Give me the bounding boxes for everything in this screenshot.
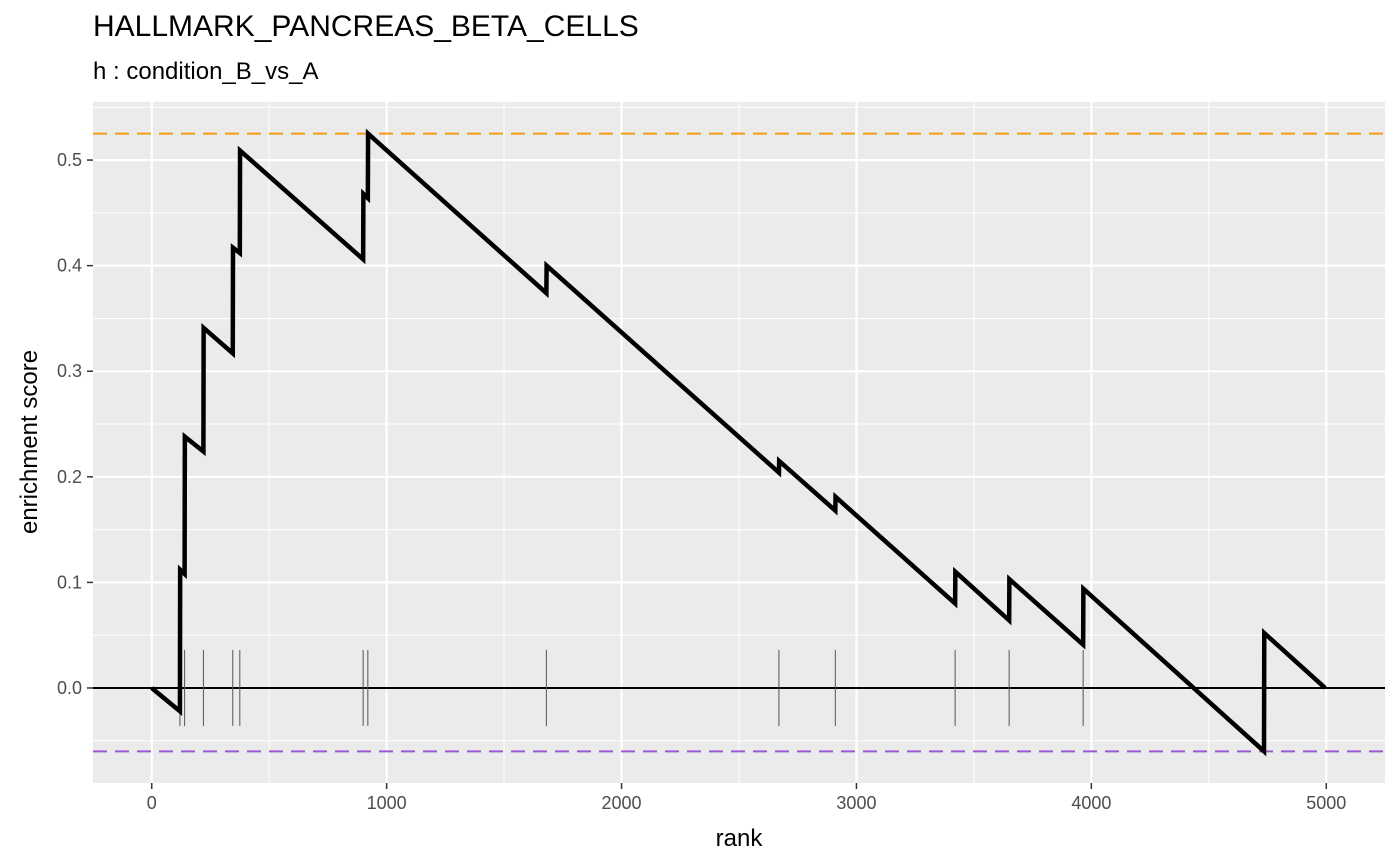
gene-hit-ticks — [179, 649, 1265, 726]
grid-major — [93, 102, 1385, 783]
y-tick-label: 0.1 — [57, 572, 82, 592]
x-tick-label: 4000 — [1071, 793, 1111, 813]
y-tick-label: 0.4 — [57, 256, 82, 276]
y-axis: 0.0 0.1 0.2 0.3 0.4 0.5 — [57, 150, 93, 698]
y-axis-label: enrichment score — [16, 350, 43, 534]
x-tick-label: 5000 — [1306, 793, 1346, 813]
x-tick-label: 3000 — [836, 793, 876, 813]
y-tick-label: 0.5 — [57, 150, 82, 170]
reference-lines — [93, 132, 1385, 753]
x-tick-label: 0 — [147, 793, 157, 813]
x-axis: 0 1000 2000 3000 4000 5000 — [147, 783, 1346, 813]
y-tick-label: 0.2 — [57, 467, 82, 487]
x-tick-label: 2000 — [602, 793, 642, 813]
y-tick-label: 0.0 — [57, 678, 82, 698]
chart-subtitle: h : condition_B_vs_A — [93, 58, 319, 85]
curve-layer — [150, 128, 1327, 757]
y-tick-label: 0.3 — [57, 361, 82, 381]
x-tick-label: 1000 — [367, 793, 407, 813]
enrichment-curve — [150, 128, 1327, 757]
grid-minor — [93, 102, 1385, 783]
x-axis-label: rank — [716, 825, 764, 852]
chart-title: HALLMARK_PANCREAS_BETA_CELLS — [93, 10, 639, 43]
